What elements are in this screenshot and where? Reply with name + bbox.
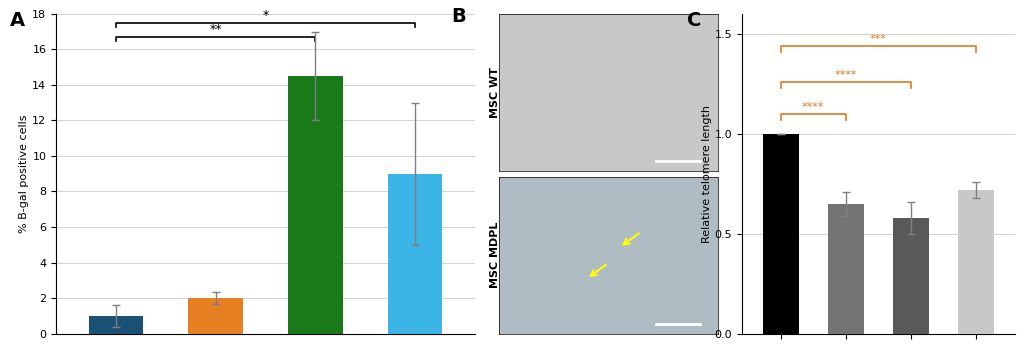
Bar [387, 174, 442, 334]
Bar [827, 204, 863, 334]
Text: **: ** [209, 23, 222, 36]
Text: C: C [687, 11, 701, 30]
Bar [957, 190, 993, 334]
Y-axis label: MSC MDPL: MSC MDPL [489, 222, 499, 289]
Y-axis label: % B-gal positive cells: % B-gal positive cells [19, 115, 30, 233]
Text: B: B [450, 8, 466, 26]
Bar [287, 76, 342, 334]
Text: ****: **** [801, 102, 823, 112]
Text: ***: *** [869, 34, 886, 44]
Y-axis label: Relative telomere length: Relative telomere length [701, 105, 711, 243]
Text: A: A [10, 11, 25, 30]
Text: *: * [262, 9, 268, 22]
Y-axis label: MSC WT: MSC WT [489, 67, 499, 118]
Text: ****: **** [834, 70, 856, 80]
Bar [762, 134, 798, 334]
Bar [89, 316, 144, 334]
Bar [892, 218, 928, 334]
Bar [189, 298, 243, 334]
